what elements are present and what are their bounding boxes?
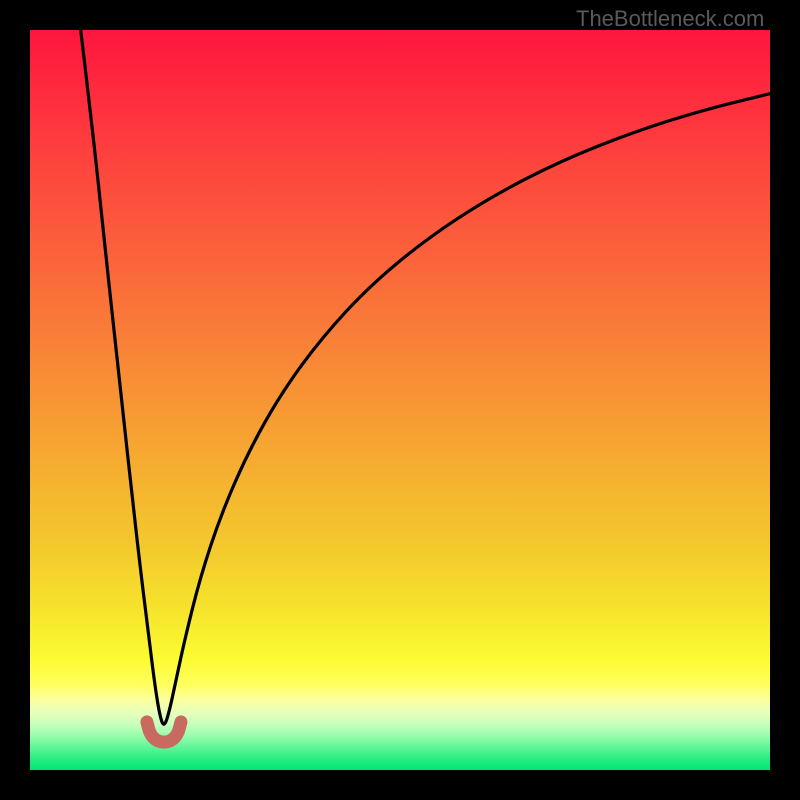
curve-layer [30,30,770,770]
chart-container: { "canvas": { "width": 800, "height": 80… [0,0,800,800]
watermark-text: TheBottleneck.com [576,6,764,32]
bottleneck-curve [81,30,770,724]
plot-area [30,30,770,770]
